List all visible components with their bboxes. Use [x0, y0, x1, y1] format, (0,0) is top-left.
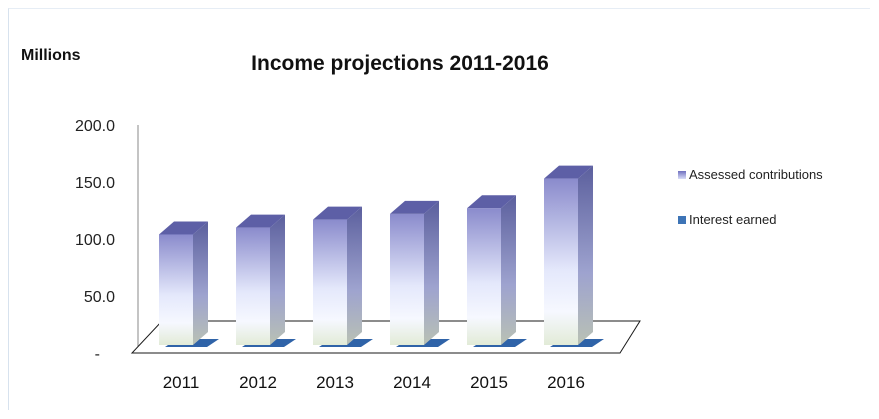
bar-assessed-top: [544, 165, 593, 179]
y-tick-label: -: [95, 346, 100, 363]
y-unit-label: Millions: [21, 47, 81, 64]
bar-assessed-contributions: [236, 227, 270, 345]
legend-swatch-interest: [678, 216, 686, 224]
bar-group-2016: [544, 165, 604, 347]
bar-group-2015: [467, 195, 527, 347]
legend-swatch-assessed: [678, 171, 686, 179]
bar-assessed-contributions: [159, 234, 193, 345]
bar-assessed-contributions: [390, 213, 424, 345]
bar-assessed-side: [501, 195, 516, 345]
x-tick-label: 2016: [547, 373, 585, 392]
bar-assessed-top: [390, 200, 439, 214]
legend: Assessed contributions Interest earned: [678, 165, 823, 230]
bar-assessed-top: [159, 221, 208, 235]
bar-group-2012: [236, 214, 296, 347]
x-tick-label: 2012: [239, 373, 277, 392]
bar-assessed-contributions: [467, 208, 501, 345]
y-tick-label: 150.0: [75, 175, 115, 192]
chart-title: Income projections 2011-2016: [251, 52, 549, 75]
legend-item-interest-earned: Interest earned: [678, 210, 823, 230]
legend-label-assessed: Assessed contributions: [689, 167, 823, 182]
y-tick-label: 50.0: [84, 289, 115, 306]
bar-assessed-side: [193, 221, 208, 345]
y-tick-label: 100.0: [75, 232, 115, 249]
bar-assessed-side: [424, 200, 439, 345]
y-tick-label: 200.0: [75, 118, 115, 135]
bar-group-2013: [313, 206, 373, 347]
bar-assessed-side: [270, 214, 285, 345]
legend-item-assessed-contributions: Assessed contributions: [678, 165, 823, 185]
bar-assessed-side: [347, 206, 362, 345]
bar-assessed-contributions: [544, 178, 578, 345]
x-tick-label: 2014: [393, 373, 431, 392]
bar-group-2014: [390, 200, 450, 347]
x-tick-label: 2015: [470, 373, 508, 392]
x-tick-label: 2011: [163, 373, 200, 392]
bar-group-2011: [159, 221, 219, 347]
bar-assessed-top: [236, 214, 285, 228]
bar-assessed-top: [313, 206, 362, 220]
x-tick-label: 2013: [316, 373, 354, 392]
bar-assessed-contributions: [313, 219, 347, 345]
bar-assessed-side: [578, 165, 593, 345]
chart-area: [8, 8, 870, 410]
bar-assessed-top: [467, 195, 516, 209]
legend-label-interest: Interest earned: [689, 212, 777, 227]
